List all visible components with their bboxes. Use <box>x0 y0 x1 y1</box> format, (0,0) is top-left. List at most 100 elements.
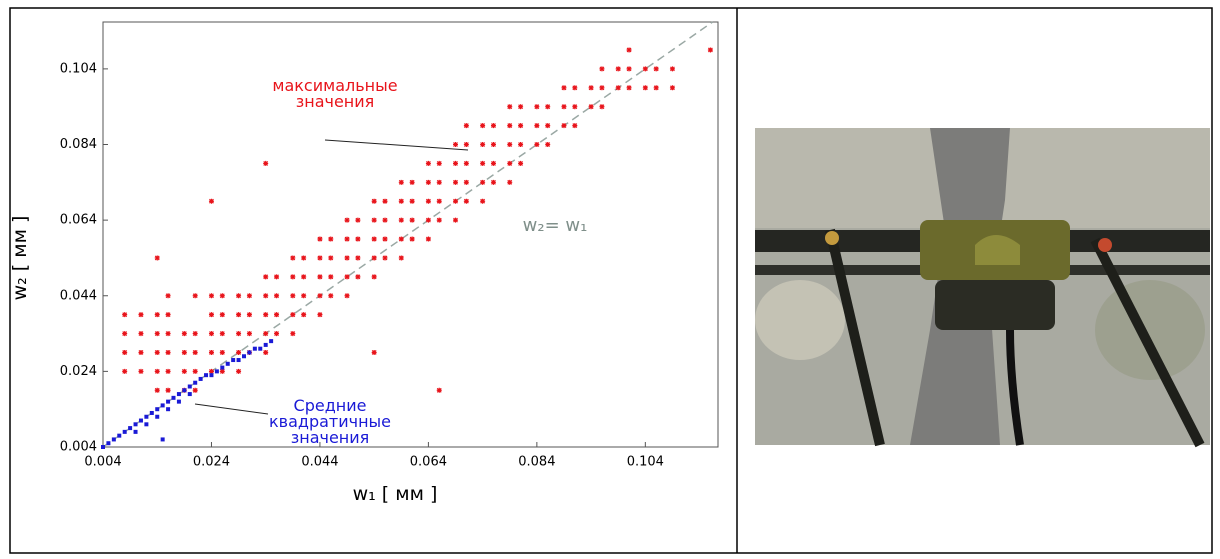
point <box>480 198 486 204</box>
point <box>198 376 203 381</box>
point <box>453 160 459 166</box>
point <box>561 123 567 129</box>
point <box>507 179 513 185</box>
point <box>453 198 459 204</box>
point <box>301 274 307 280</box>
point <box>176 399 181 404</box>
point <box>669 66 675 72</box>
point <box>165 331 171 337</box>
point <box>219 368 225 374</box>
point <box>193 380 198 385</box>
point <box>128 426 133 431</box>
point <box>236 312 242 318</box>
x-tick-label: 0.044 <box>301 455 338 470</box>
point <box>246 312 252 318</box>
y-tick-label: 0.004 <box>60 440 97 455</box>
point <box>425 217 431 223</box>
point <box>453 217 459 223</box>
point <box>236 358 241 363</box>
point <box>219 331 225 337</box>
point <box>263 160 269 166</box>
point <box>138 418 143 423</box>
point <box>669 85 675 91</box>
point <box>463 198 469 204</box>
point <box>149 410 154 415</box>
point <box>138 368 144 374</box>
point <box>398 179 404 185</box>
point <box>263 342 268 347</box>
point <box>165 387 171 393</box>
point <box>463 160 469 166</box>
point <box>626 47 632 53</box>
point <box>425 198 431 204</box>
point <box>328 255 334 261</box>
point <box>220 365 225 370</box>
point <box>490 179 496 185</box>
point <box>653 66 659 72</box>
point <box>138 331 144 337</box>
point <box>463 123 469 129</box>
point <box>436 217 442 223</box>
point <box>165 312 171 318</box>
point <box>480 160 486 166</box>
point <box>219 293 225 299</box>
point <box>507 142 513 148</box>
point <box>642 85 648 91</box>
point <box>398 236 404 242</box>
point <box>242 354 247 359</box>
point <box>317 236 323 242</box>
y-tick-label: 0.104 <box>60 61 97 76</box>
point <box>192 349 198 355</box>
frame <box>9 7 1213 554</box>
series-label: максимальные значения <box>272 76 398 111</box>
point <box>534 142 540 148</box>
point <box>204 373 209 378</box>
point <box>181 331 187 337</box>
x-tick-label: 0.024 <box>193 455 230 470</box>
x-tick-label: 0.064 <box>410 455 447 470</box>
point <box>122 312 128 318</box>
point <box>236 331 242 337</box>
x-tick-label: 0.104 <box>627 455 664 470</box>
point <box>398 198 404 204</box>
point <box>214 369 219 374</box>
point <box>436 198 442 204</box>
point <box>371 217 377 223</box>
point <box>111 437 116 442</box>
point <box>171 395 176 400</box>
point <box>290 255 296 261</box>
point <box>626 85 632 91</box>
point <box>231 358 236 363</box>
point <box>317 274 323 280</box>
point <box>252 346 257 351</box>
point <box>534 104 540 110</box>
point <box>355 255 361 261</box>
point <box>138 349 144 355</box>
point <box>247 350 252 355</box>
point <box>192 387 198 393</box>
point <box>453 179 459 185</box>
point <box>382 217 388 223</box>
point <box>371 198 377 204</box>
point <box>208 198 214 204</box>
point <box>480 142 486 148</box>
point <box>274 274 280 280</box>
point <box>160 403 165 408</box>
point <box>165 368 171 374</box>
point <box>453 142 459 148</box>
point <box>463 179 469 185</box>
point <box>355 274 361 280</box>
point <box>561 85 567 91</box>
point <box>154 368 160 374</box>
point <box>409 217 415 223</box>
point <box>545 142 551 148</box>
x-tick-label: 0.084 <box>518 455 555 470</box>
point <box>328 274 334 280</box>
point <box>653 85 659 91</box>
point <box>154 387 160 393</box>
y-tick-label: 0.024 <box>60 364 97 379</box>
point <box>122 331 128 337</box>
point <box>301 293 307 299</box>
point <box>371 274 377 280</box>
